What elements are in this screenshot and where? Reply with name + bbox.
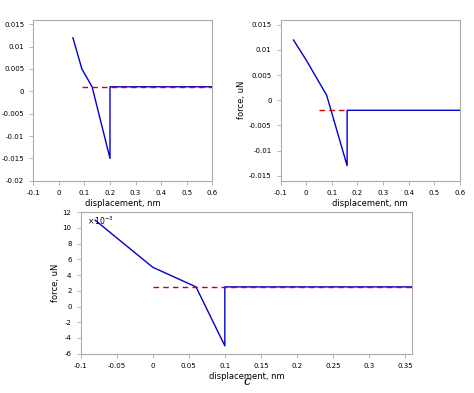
Text: c: c	[243, 375, 250, 388]
Text: b: b	[366, 216, 374, 229]
X-axis label: displacement, nm: displacement, nm	[85, 198, 161, 208]
Text: a: a	[119, 216, 127, 229]
Text: $\times\,10^{-3}$: $\times\,10^{-3}$	[87, 215, 114, 228]
Y-axis label: force, uN: force, uN	[237, 81, 246, 119]
X-axis label: displacement, nm: displacement, nm	[209, 371, 284, 380]
Y-axis label: force, uN: force, uN	[51, 264, 60, 302]
X-axis label: displacement, nm: displacement, nm	[332, 198, 408, 208]
